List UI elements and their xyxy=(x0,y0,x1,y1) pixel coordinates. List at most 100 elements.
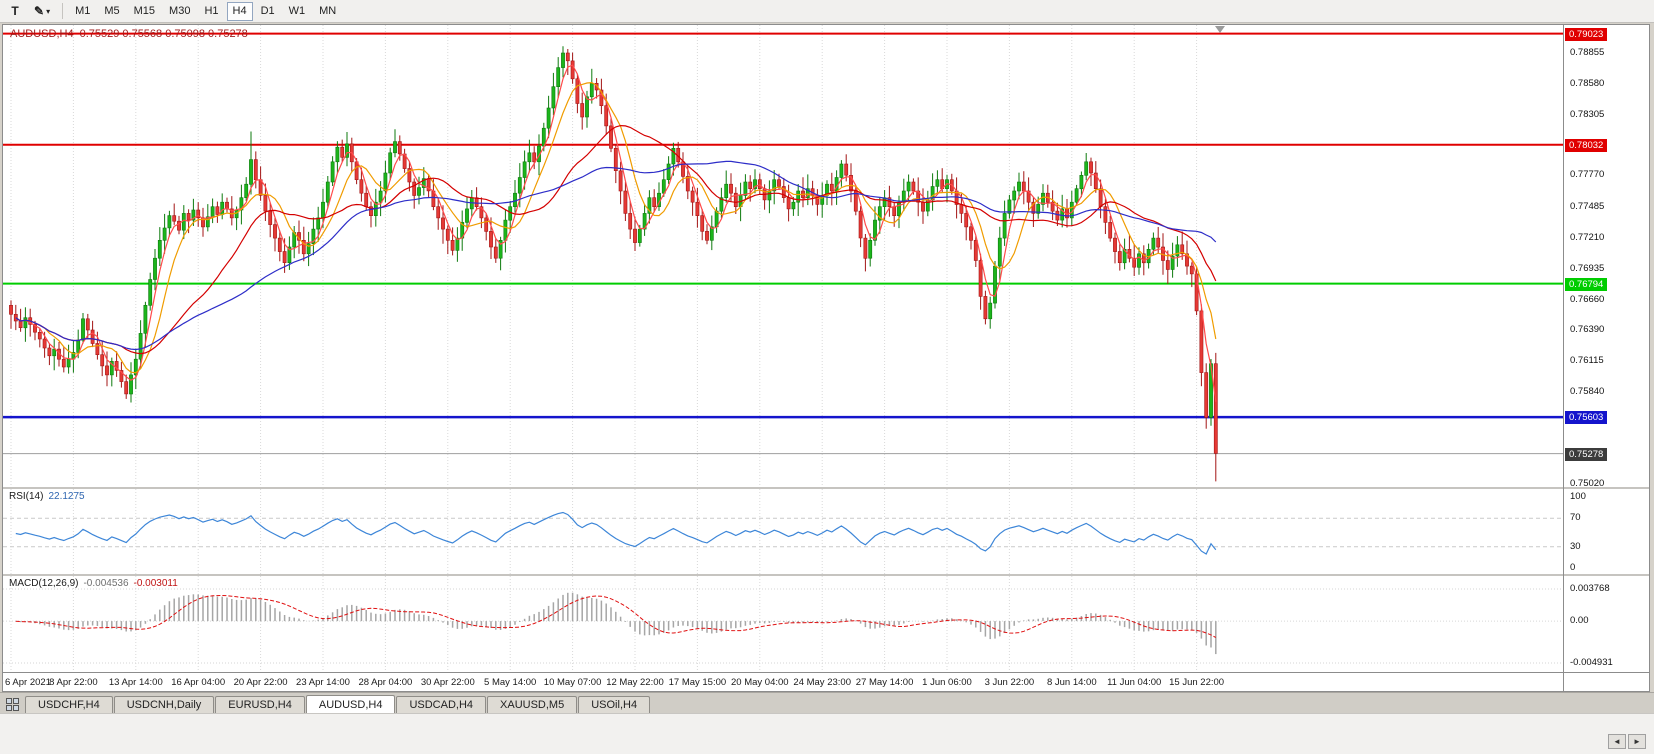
candle-body xyxy=(498,240,503,259)
chart-tab-EURUSD-H4[interactable]: EURUSD,H4 xyxy=(215,696,305,714)
candle-body xyxy=(9,304,13,315)
candle-body xyxy=(177,220,181,231)
candle-body xyxy=(364,192,369,207)
candle-body xyxy=(196,209,201,219)
candle-body xyxy=(791,201,796,210)
candle-body xyxy=(66,358,71,368)
candle-body xyxy=(282,251,287,263)
drawing-tool-button[interactable]: ✎ ▾ xyxy=(28,2,56,21)
price-tick-label: 0.76115 xyxy=(1570,355,1604,366)
candle-body xyxy=(85,318,90,331)
candle-body xyxy=(685,176,690,192)
candle-body xyxy=(839,163,844,178)
candle-body xyxy=(354,161,359,181)
text-cursor-tool-button[interactable]: T xyxy=(4,2,26,21)
scroll-right-button[interactable]: ► xyxy=(1628,734,1646,749)
chart-title: AUDUSD,H4 0.75529 0.75568 0.75098 0.75278 xyxy=(10,28,248,40)
timeframe-button-M1[interactable]: M1 xyxy=(69,2,96,21)
candle-body xyxy=(868,240,873,259)
time-tick-label: 8 Apr 22:00 xyxy=(49,677,98,688)
candle-body xyxy=(119,370,124,382)
candle-body xyxy=(618,170,623,192)
candle-body xyxy=(873,219,877,241)
candle-body xyxy=(1170,255,1175,270)
chart-tab-AUDUSD-H4[interactable]: AUDUSD,H4 xyxy=(305,695,396,714)
candle-body xyxy=(412,181,417,196)
candle-body xyxy=(1089,161,1093,174)
candle-body xyxy=(604,105,609,127)
candle-body xyxy=(474,197,479,207)
candle-body xyxy=(1180,244,1185,255)
price-scale[interactable]: 0.78855 0.78580 0.78305 0.77770 0.77485 0.772… xyxy=(1563,25,1649,691)
timeframe-button-H4[interactable]: H4 xyxy=(226,1,253,21)
moving-average-line xyxy=(15,160,1217,351)
chart-symbol-label: AUDUSD,H4 xyxy=(10,28,74,40)
candle-body xyxy=(1093,172,1098,189)
candle-body xyxy=(959,204,964,214)
candle-body xyxy=(172,215,177,222)
time-tick-label: 16 Apr 04:00 xyxy=(171,677,225,688)
candle-body xyxy=(244,183,249,198)
candle-body xyxy=(383,172,388,192)
time-axis[interactable]: 6 Apr 2021 8 Apr 22:00 13 Apr 14:00 16 Apr … xyxy=(3,672,1649,691)
candle-body xyxy=(133,358,138,376)
candle-body xyxy=(124,381,129,395)
chart-tab-USDCHF-H4[interactable]: USDCHF,H4 xyxy=(25,696,113,714)
pane-separator[interactable] xyxy=(3,487,1649,489)
candle-body xyxy=(561,52,565,68)
candle-body xyxy=(345,143,349,158)
timeframe-button-D1[interactable]: D1 xyxy=(255,2,281,21)
candle-body xyxy=(1103,206,1108,223)
candle-body xyxy=(589,82,594,98)
candle-body xyxy=(1007,199,1012,214)
candle-body xyxy=(1199,310,1204,373)
price-chart-pane[interactable] xyxy=(3,25,1563,487)
candle-body xyxy=(205,216,210,228)
chart-tab-USOil-H4[interactable]: USOil,H4 xyxy=(578,696,651,714)
candle-body xyxy=(1151,237,1156,250)
time-tick-label: 5 May 14:00 xyxy=(484,677,536,688)
timeframe-button-MN[interactable]: MN xyxy=(313,2,342,21)
timeframe-button-M30[interactable]: M30 xyxy=(163,2,196,21)
candle-body xyxy=(666,163,671,180)
candle-body xyxy=(1041,192,1045,205)
candle-body xyxy=(210,206,215,218)
pane-separator[interactable] xyxy=(3,574,1649,576)
chart-tab-USDCNH-Daily[interactable]: USDCNH,Daily xyxy=(113,696,215,714)
candle-body xyxy=(647,197,652,214)
timeframe-button-M15[interactable]: M15 xyxy=(128,2,161,21)
scroll-left-button[interactable]: ◄ xyxy=(1608,734,1626,749)
time-tick-label: 27 May 14:00 xyxy=(856,677,914,688)
candle-body xyxy=(897,201,901,216)
timeframe-button-H1[interactable]: H1 xyxy=(198,2,224,21)
candle-body xyxy=(829,183,834,192)
chart-tab-XAUUSD-M5[interactable]: XAUUSD,M5 xyxy=(487,696,578,714)
candle-body xyxy=(503,219,508,241)
candle-body xyxy=(1079,175,1084,190)
candle-body xyxy=(796,190,801,203)
candle-body xyxy=(858,210,863,239)
chart-ohlc-values: 0.75529 0.75568 0.75098 0.75278 xyxy=(79,28,248,40)
candle-body xyxy=(397,141,402,155)
time-tick-label: 12 May 22:00 xyxy=(606,677,664,688)
chart-tab-USDCAD-H4[interactable]: USDCAD,H4 xyxy=(396,696,487,714)
candle-body xyxy=(109,361,114,376)
candle-body xyxy=(129,374,133,395)
candle-body xyxy=(1060,208,1065,221)
time-tick-label: 15 Jun 22:00 xyxy=(1169,677,1224,688)
macd-pane[interactable] xyxy=(3,576,1563,672)
candle-body xyxy=(42,338,47,349)
tile-windows-icon[interactable] xyxy=(6,698,19,711)
timeframe-button-W1[interactable]: W1 xyxy=(283,2,312,21)
candle-body xyxy=(436,206,441,219)
candle-body xyxy=(1117,251,1122,263)
time-tick-label: 1 Jun 06:00 xyxy=(922,677,972,688)
time-tick-label: 3 Jun 22:00 xyxy=(985,677,1035,688)
moving-average-line xyxy=(15,64,1217,402)
rsi-pane[interactable] xyxy=(3,489,1563,574)
rsi-scale-label: 100 xyxy=(1570,491,1586,502)
chart-shift-marker[interactable] xyxy=(1215,26,1225,33)
timeframe-button-M5[interactable]: M5 xyxy=(98,2,125,21)
macd-indicator-name: MACD(12,26,9) xyxy=(9,578,79,589)
time-tick-label: 20 Apr 22:00 xyxy=(234,677,288,688)
